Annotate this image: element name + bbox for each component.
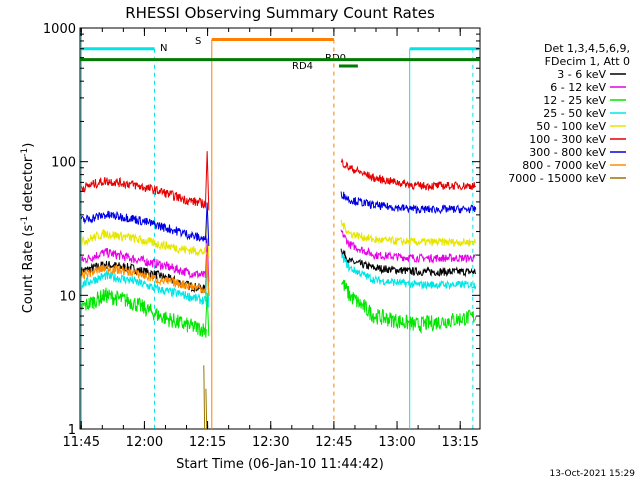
series-spike bbox=[204, 202, 210, 247]
axes-layer: 1 10 100 1000 11:45 12:00 12:15 12:30 12:45 13:00… bbox=[43, 22, 480, 450]
y-axis-label-sup1: -1 bbox=[20, 216, 30, 225]
x-tick-label: 13:15 bbox=[441, 435, 478, 450]
series-dip-high-energy bbox=[203, 365, 208, 430]
series-line-pre bbox=[80, 176, 207, 209]
x-tick-label: 11:45 bbox=[63, 435, 100, 450]
night-label: N bbox=[160, 43, 167, 54]
series-spike bbox=[204, 252, 210, 296]
series-line-pre bbox=[80, 263, 207, 295]
legend-label: 300 - 800 keV bbox=[529, 146, 606, 159]
rd4-label: RD4 bbox=[292, 61, 313, 72]
series-line-post bbox=[340, 229, 477, 264]
y-axis-label: Count Rate (s-1 detector-1) bbox=[20, 143, 36, 314]
y-axis-label-part1: Count Rate (s bbox=[21, 225, 36, 314]
legend-label: 6 - 12 keV bbox=[550, 81, 606, 94]
x-tick-label: 12:00 bbox=[126, 435, 163, 450]
x-tick-label: 12:45 bbox=[315, 435, 352, 450]
x-tick-label: 12:30 bbox=[252, 435, 289, 450]
marks-layer bbox=[80, 28, 480, 429]
series-line-pre bbox=[80, 287, 207, 338]
y-axis-label-part2: detector bbox=[21, 156, 36, 216]
series-spike bbox=[204, 238, 210, 282]
series-spike bbox=[204, 292, 210, 337]
series-line-post bbox=[341, 279, 477, 335]
plot-frame bbox=[79, 27, 481, 430]
series-line-post bbox=[340, 248, 477, 278]
saa-label: S bbox=[195, 36, 201, 47]
legend-label: 50 - 100 keV bbox=[536, 120, 606, 133]
series-line-pre bbox=[80, 248, 207, 280]
legend-label: 800 - 7000 keV bbox=[522, 159, 606, 172]
series-line-post bbox=[340, 219, 477, 248]
legend-label: 100 - 300 keV bbox=[529, 133, 606, 146]
y-axis-label-part3: ) bbox=[21, 143, 36, 148]
x-tick-label: 12:15 bbox=[189, 435, 226, 450]
y-tick-label: 1 bbox=[68, 423, 76, 438]
y-tick-label: 100 bbox=[51, 156, 76, 171]
legend-header-line2: FDecim 1, Att 0 bbox=[545, 55, 630, 68]
series-line-post bbox=[340, 191, 477, 215]
legend-label: 7000 - 15000 keV bbox=[508, 172, 606, 185]
series-spike bbox=[204, 151, 210, 211]
chart-title: RHESSI Observing Summary Count Rates bbox=[125, 4, 435, 22]
legend-label: 25 - 50 keV bbox=[543, 107, 606, 120]
x-axis-label: Start Time (06-Jan-10 11:44:42) bbox=[176, 457, 384, 472]
series-line-pre bbox=[81, 228, 207, 257]
y-tick-label: 1000 bbox=[43, 22, 76, 37]
legend-label: 3 - 6 keV bbox=[557, 68, 606, 81]
series-line-post bbox=[340, 157, 477, 192]
series-line-pre bbox=[80, 269, 207, 306]
legend-label: 12 - 25 keV bbox=[543, 94, 606, 107]
y-tick-label: 10 bbox=[59, 289, 76, 304]
series-line-post bbox=[340, 251, 477, 291]
x-tick-label: 13:00 bbox=[378, 435, 415, 450]
timestamp: 13-Oct-2021 15:29 bbox=[550, 469, 636, 479]
legend-header-line1: Det 1,3,4,5,6,9, bbox=[544, 42, 630, 55]
y-axis-label-sup2: -1 bbox=[20, 148, 30, 157]
series-line-pre bbox=[80, 210, 207, 244]
series-layer bbox=[80, 151, 477, 430]
